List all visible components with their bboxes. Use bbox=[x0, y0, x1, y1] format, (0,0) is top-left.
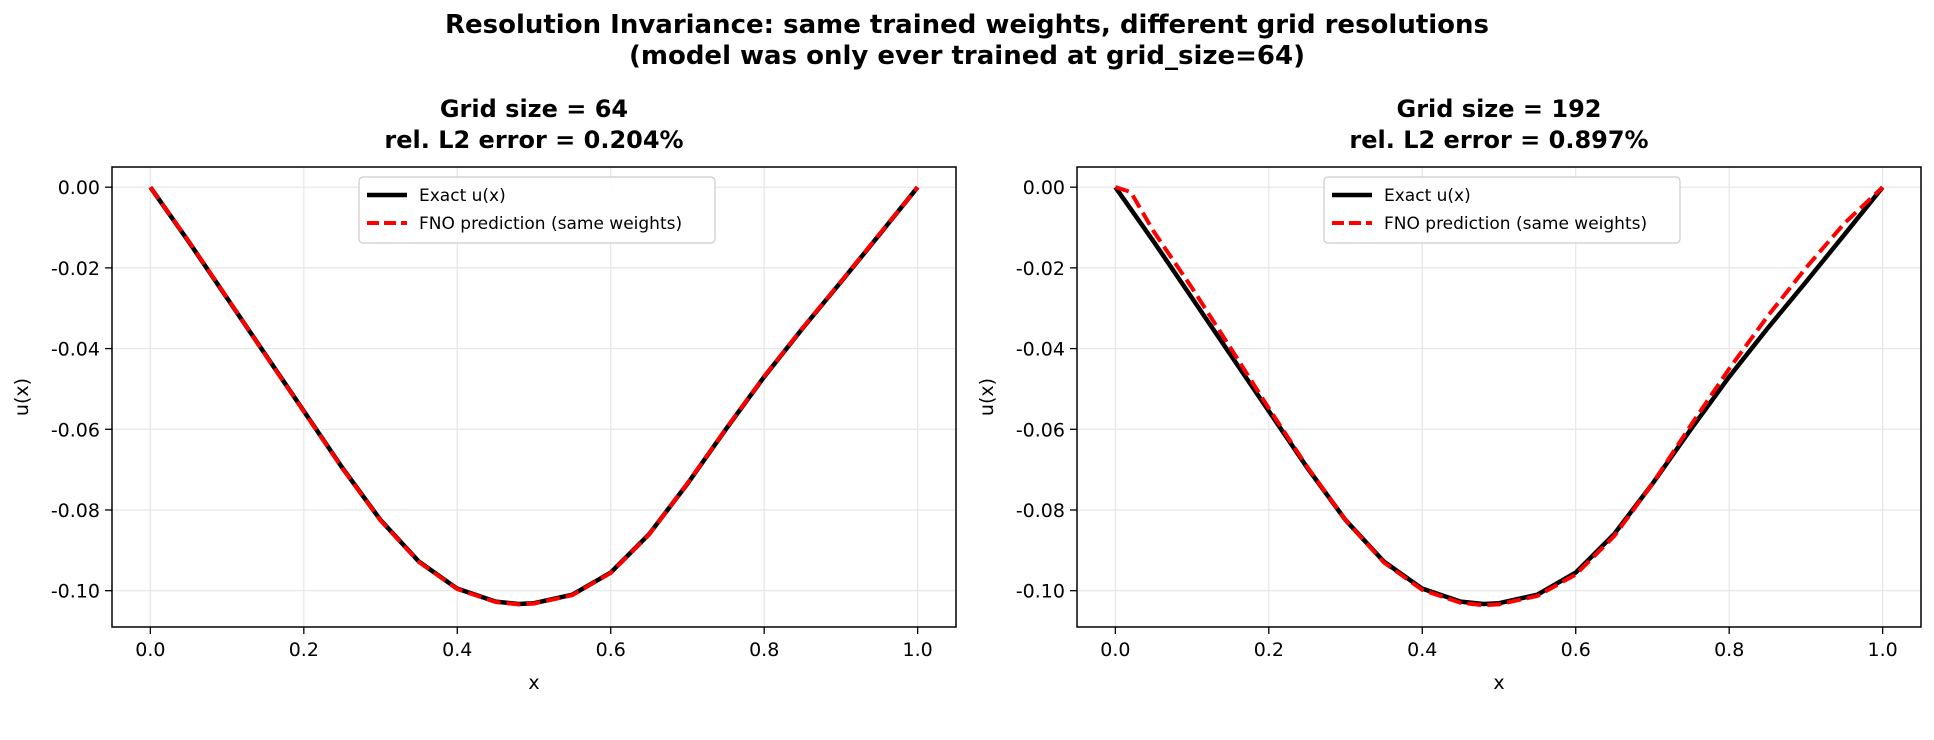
series-line-prediction bbox=[1114, 185, 1885, 608]
x-axis-label: x bbox=[528, 672, 539, 694]
legend-box bbox=[358, 176, 716, 244]
chart-title-line-1: Grid size = 64 bbox=[440, 95, 628, 123]
x-tick-label: 0.4 bbox=[442, 639, 472, 661]
y-axis-label: u(x) bbox=[11, 378, 33, 416]
legend-label: FNO prediction (same weights) bbox=[1384, 214, 1647, 234]
y-tick-label: -0.10 bbox=[51, 581, 100, 603]
figure-title-line-2: (model was only ever trained at grid_siz… bbox=[628, 41, 1305, 71]
y-tick-label: 0.00 bbox=[58, 177, 100, 199]
legend-label: Exact u(x) bbox=[419, 186, 506, 206]
y-tick-label: -0.08 bbox=[1016, 500, 1065, 522]
y-tick-label: -0.06 bbox=[51, 419, 100, 441]
x-tick-label: 0.8 bbox=[1714, 639, 1744, 661]
series-line-prediction bbox=[148, 185, 920, 607]
x-tick-label: 0.2 bbox=[289, 639, 319, 661]
series-line-exact bbox=[1113, 185, 1885, 607]
x-tick-label: 1.0 bbox=[1868, 639, 1898, 661]
x-tick-label: 0.0 bbox=[1100, 639, 1130, 661]
y-axis-label: u(x) bbox=[976, 378, 998, 416]
x-tick-label: 0.6 bbox=[596, 639, 626, 661]
x-tick-label: 0.0 bbox=[135, 639, 165, 661]
y-tick-label: -0.04 bbox=[1016, 339, 1065, 361]
x-tick-label: 0.2 bbox=[1254, 639, 1284, 661]
chart-title-line-2: rel. L2 error = 0.897% bbox=[1349, 126, 1648, 154]
chart-title-line-1: Grid size = 192 bbox=[1397, 95, 1602, 123]
figure-title: Resolution Invariance: same trained weig… bbox=[0, 10, 1934, 72]
y-tick-label: -0.02 bbox=[1016, 258, 1065, 280]
y-tick-label: -0.08 bbox=[51, 500, 100, 522]
y-tick-label: -0.04 bbox=[51, 339, 100, 361]
series-line-exact bbox=[148, 185, 920, 607]
axes-frame bbox=[1076, 166, 1922, 628]
y-tick-label: 0.00 bbox=[1023, 177, 1065, 199]
legend-label: Exact u(x) bbox=[1384, 186, 1471, 206]
chart-title-line-2: rel. L2 error = 0.204% bbox=[384, 126, 683, 154]
legend: Exact u(x) FNO prediction (same weights) bbox=[358, 176, 716, 244]
legend: Exact u(x) FNO prediction (same weights) bbox=[1323, 176, 1681, 244]
x-tick-label: 0.4 bbox=[1407, 639, 1437, 661]
x-axis-label: x bbox=[1493, 672, 1504, 694]
y-tick-label: -0.06 bbox=[1016, 419, 1065, 441]
chart-panel-2: Grid size = 192 rel. L2 error = 0.897% 0.0… bbox=[976, 95, 1922, 694]
x-tick-label: 0.8 bbox=[749, 639, 779, 661]
x-tick-label: 0.6 bbox=[1561, 639, 1591, 661]
x-tick-label: 1.0 bbox=[903, 639, 933, 661]
figure-title-line-1: Resolution Invariance: same trained weig… bbox=[444, 10, 1490, 40]
y-tick-label: -0.10 bbox=[1016, 581, 1065, 603]
legend-label: FNO prediction (same weights) bbox=[419, 214, 682, 234]
legend-box bbox=[1323, 176, 1681, 244]
y-tick-label: -0.02 bbox=[51, 258, 100, 280]
axes-frame bbox=[111, 166, 957, 628]
